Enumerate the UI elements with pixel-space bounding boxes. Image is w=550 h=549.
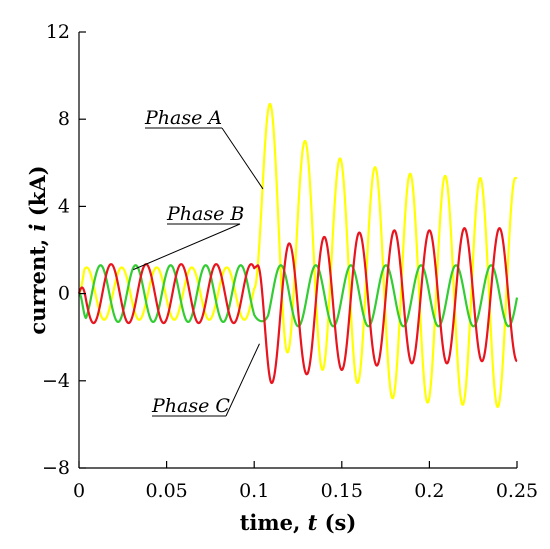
series-phase-a-line: [78, 102, 518, 409]
x-tick-label: 0.2: [414, 480, 444, 502]
y-tick-label: 12: [46, 21, 70, 43]
annotation-leader-line: [133, 223, 241, 271]
y-axis-title-post: (kA): [25, 165, 50, 223]
y-axis-title-pre: current,: [25, 231, 50, 334]
x-axis-title-post: (s): [317, 510, 356, 535]
y-tick-label: 8: [58, 108, 70, 130]
annotation-label: Phase A: [144, 107, 222, 129]
series-layer: [77, 102, 519, 409]
x-tick-label: 0.05: [145, 480, 187, 502]
plot-area: −8 −4 0 4 8 12 0 0.05 0.1 0.15 0.2 0.25: [42, 21, 538, 502]
annotation-phase-a: Phase A: [144, 107, 264, 190]
x-tick-label: 0.25: [496, 480, 538, 502]
x-tick-label: 0: [73, 480, 85, 502]
y-axis-title: current, i (kA): [25, 165, 50, 334]
annotation-phase-b: Phase B: [133, 203, 244, 271]
annotation-leader-line: [221, 127, 264, 190]
y-tick-label: −8: [42, 457, 70, 479]
x-axis-ticks: 0 0.05 0.1 0.15 0.2 0.25: [73, 461, 538, 502]
y-tick-label: 0: [58, 283, 70, 305]
annotation-layer: Phase A Phase B Phase C: [133, 107, 264, 417]
series-phase-c-line: [77, 227, 518, 385]
annotation-label: Phase B: [166, 203, 244, 225]
y-axis-title-var: i: [25, 223, 50, 231]
x-axis-title: time, t (s): [240, 510, 357, 535]
x-tick-label: 0.15: [321, 480, 363, 502]
y-axis-ticks: −8 −4 0 4 8 12: [42, 21, 86, 479]
annotation-leader-line: [225, 343, 260, 417]
x-axis-title-pre: time,: [240, 510, 308, 535]
x-axis-title-var: t: [308, 510, 318, 535]
series-phase-b-line: [78, 264, 519, 328]
x-tick-label: 0.1: [239, 480, 269, 502]
annotation-label: Phase C: [151, 395, 230, 417]
y-tick-label: −4: [42, 370, 70, 392]
annotation-phase-c: Phase C: [151, 343, 260, 417]
y-tick-label: 4: [58, 195, 70, 217]
